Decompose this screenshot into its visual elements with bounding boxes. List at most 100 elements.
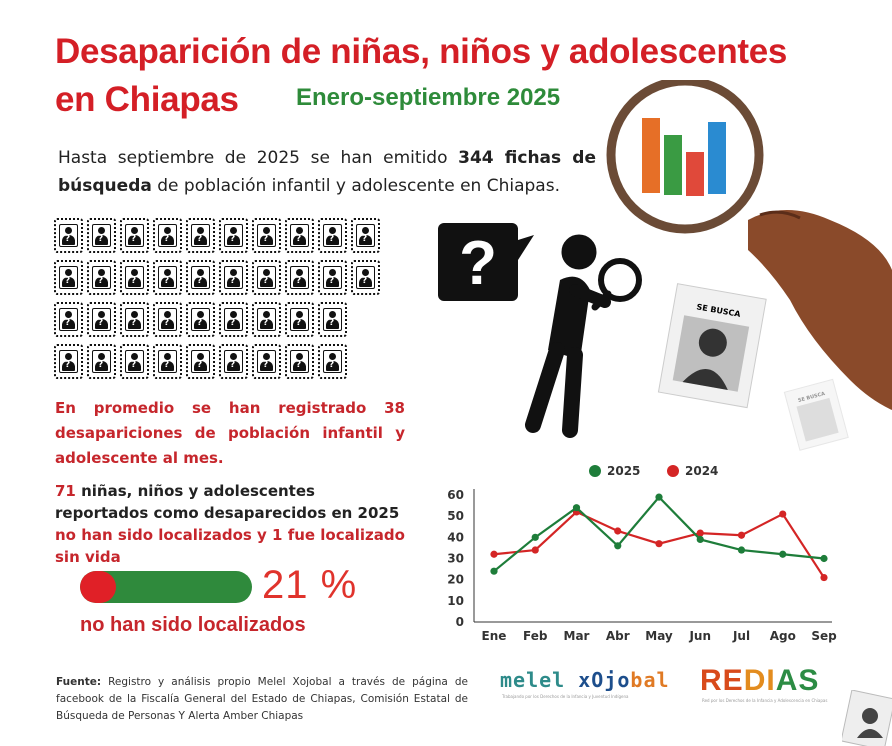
intro-text-after: de población infantil y adolescente en C… bbox=[151, 176, 560, 196]
title-line-1: Desaparición de niñas, niños y adolescen… bbox=[55, 32, 788, 71]
y-tick-label: 40 bbox=[447, 530, 464, 544]
data-point-2024 bbox=[655, 540, 663, 548]
y-tick-label: 10 bbox=[447, 594, 464, 608]
ficha-icon: ? bbox=[285, 344, 314, 379]
ficha-icon: ? bbox=[252, 260, 281, 295]
legend-marker bbox=[667, 465, 679, 477]
ficha-icon: ? bbox=[87, 260, 116, 295]
ficha-icon: ? bbox=[54, 344, 83, 379]
series-line-2025 bbox=[493, 495, 825, 573]
ficha-icon: ? bbox=[54, 302, 83, 337]
ficha-icon: ? bbox=[54, 218, 83, 253]
ficha-icon: ? bbox=[120, 344, 149, 379]
data-point-2025 bbox=[572, 504, 581, 512]
ficha-row: ?????????? bbox=[54, 216, 394, 258]
ficha-icon: ? bbox=[153, 260, 182, 295]
hand-icon bbox=[748, 210, 892, 410]
ficha-icon: ? bbox=[186, 218, 215, 253]
not-found-red: no han sido localizados y 1 fue localiza… bbox=[55, 526, 405, 566]
question-bubble-icon: ? bbox=[438, 223, 534, 301]
legend-label: 2024 bbox=[685, 464, 718, 478]
percent-caption: no han sido localizados bbox=[80, 614, 306, 636]
ficha-icon: ? bbox=[120, 302, 149, 337]
magnifier-chart-icon bbox=[606, 80, 817, 277]
legend-marker bbox=[589, 465, 601, 477]
small-wanted-poster-icon: SE BUSCA bbox=[783, 378, 849, 451]
ficha-icon: ? bbox=[318, 302, 347, 337]
ficha-icon: ? bbox=[153, 302, 182, 337]
source-label: Fuente: bbox=[56, 676, 102, 688]
x-tick-label: Ene bbox=[482, 629, 507, 643]
melel-xojobal-logo: melel xOjobal bbox=[500, 668, 670, 692]
x-tick-label: Mar bbox=[564, 629, 590, 643]
ficha-grid: ?????????????????????????????????????? bbox=[54, 216, 394, 384]
ficha-row: ????????? bbox=[54, 300, 394, 342]
ficha-icon: ? bbox=[186, 260, 215, 295]
data-point-2024 bbox=[614, 527, 622, 535]
ficha-icon: ? bbox=[87, 344, 116, 379]
redias-logo: REDIAS bbox=[700, 664, 820, 697]
data-point-2025 bbox=[696, 535, 704, 544]
ficha-icon: ? bbox=[219, 302, 248, 337]
ficha-icon: ? bbox=[351, 218, 380, 253]
redias-logo-tagline: Red por los Derechos de la Infancia y Ad… bbox=[702, 698, 828, 703]
corner-ficha-icon bbox=[842, 690, 892, 746]
data-point-2025 bbox=[737, 546, 746, 554]
data-point-2025 bbox=[531, 533, 539, 541]
title-line-2: en Chiapas bbox=[55, 80, 239, 119]
y-tick-label: 50 bbox=[447, 509, 464, 523]
ficha-icon: ? bbox=[153, 218, 182, 253]
ficha-icon: ? bbox=[318, 218, 347, 253]
ficha-icon: ? bbox=[186, 344, 215, 379]
bar-red bbox=[686, 152, 704, 196]
legend-label: 2025 bbox=[607, 464, 640, 478]
ficha-icon: ? bbox=[351, 260, 380, 295]
data-point-2025 bbox=[490, 567, 498, 575]
ficha-icon: ? bbox=[285, 302, 314, 337]
x-tick-label: Feb bbox=[523, 629, 548, 643]
intro-bold: 344 fichas de búsqueda bbox=[58, 148, 596, 196]
line-chart: 0 10 20 30 40 50 60 Ene Feb Mar Abr May Jun Jul Ago Sep… bbox=[447, 464, 837, 643]
wanted-poster-icon: SE BUSCA bbox=[657, 283, 767, 409]
intro-text-before: Hasta septiembre de 2025 se han emitido bbox=[58, 148, 459, 168]
y-tick-label: 30 bbox=[447, 552, 464, 566]
ficha-icon: ? bbox=[252, 302, 281, 337]
ficha-icon: ? bbox=[219, 218, 248, 253]
bar-orange bbox=[642, 118, 660, 193]
average-text: En promedio se han registrado 38 desapar… bbox=[55, 399, 405, 467]
x-tick-label: Abr bbox=[606, 629, 630, 643]
bar-green bbox=[664, 135, 682, 195]
question-mark: ? bbox=[459, 229, 497, 298]
source-note: Fuente: Registro y análisis propio Melel… bbox=[56, 674, 468, 725]
data-point-2024 bbox=[531, 546, 539, 554]
ficha-icon: ? bbox=[219, 344, 248, 379]
data-point-2025 bbox=[779, 550, 787, 558]
x-tick-label: Sep bbox=[811, 629, 837, 643]
data-point-2024 bbox=[779, 510, 787, 518]
x-tick-label: Jun bbox=[688, 629, 711, 643]
ficha-icon: ? bbox=[285, 260, 314, 295]
ficha-icon: ? bbox=[87, 302, 116, 337]
source-text: Registro y análisis propio Melel Xojobal… bbox=[56, 676, 468, 722]
melel-logo-tagline: Trabajando por los Derechos de la Infanc… bbox=[502, 694, 629, 699]
y-tick-label: 60 bbox=[447, 488, 464, 502]
intro-paragraph: Hasta septiembre de 2025 se han emitido … bbox=[58, 144, 596, 200]
y-tick-label: 20 bbox=[447, 573, 464, 587]
data-point-2025 bbox=[614, 542, 622, 550]
data-point-2024 bbox=[490, 550, 498, 558]
not-found-count: 71 bbox=[55, 482, 76, 500]
ficha-icon: ? bbox=[252, 344, 281, 379]
illustration: ? SE BUSCA SE BUSCA bbox=[438, 80, 892, 451]
page-subtitle: Enero-septiembre 2025 bbox=[296, 84, 561, 111]
ficha-icon: ? bbox=[87, 218, 116, 253]
ficha-icon: ? bbox=[285, 218, 314, 253]
data-point-2025 bbox=[820, 554, 828, 563]
ficha-row: ????????? bbox=[54, 342, 394, 384]
ficha-row: ?????????? bbox=[54, 258, 394, 300]
data-point-2024 bbox=[696, 529, 704, 537]
y-tick-label: 0 bbox=[456, 615, 464, 629]
page-title: Desaparición de niñas, niños y adolescen… bbox=[55, 28, 835, 124]
data-point-2025 bbox=[655, 493, 663, 501]
data-point-2024 bbox=[820, 573, 828, 582]
x-tick-label: Ago bbox=[770, 629, 796, 643]
